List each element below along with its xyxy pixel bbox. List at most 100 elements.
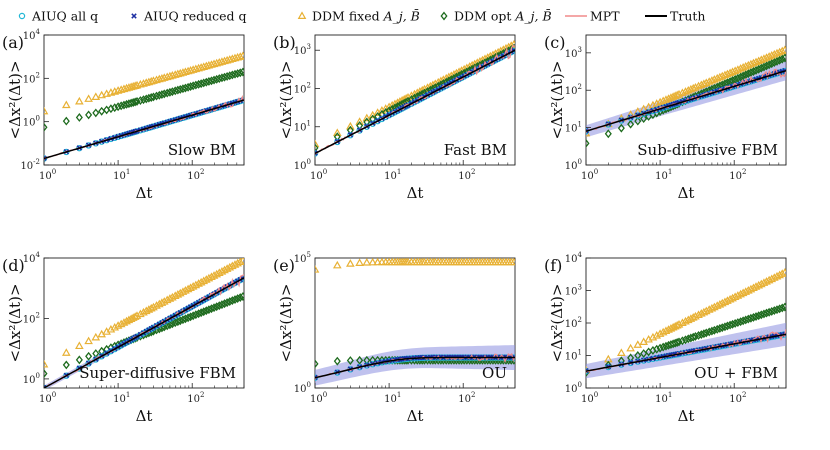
ddm-opt-point [131,97,139,107]
legend-item-ddm_fixed: DDM fixed A_j, B̄ [297,8,420,24]
ddm-fixed-point [655,329,665,337]
legend: AIUQ all q AIUQ reduced q DDM fixed A_j, B… [18,8,705,24]
aiuq-all-point [627,114,634,121]
ddm-opt-point [700,329,708,339]
ddm-opt-point [710,325,718,335]
ddm-fixed-point [235,258,244,266]
panel-label: (f) [544,256,562,275]
panel-title: Sub-diffusive FBM [637,141,778,159]
ddm-opt-point [749,312,758,322]
ddm-opt-point [739,316,747,326]
ddm-opt-point [765,60,773,70]
ddm-opt-point [778,54,786,64]
ddm-fixed-point [168,71,177,79]
series-truth [586,333,786,372]
ddm-fixed-point [91,332,101,341]
ddm-opt-point [236,68,244,78]
ddm-fixed-point [116,85,126,93]
ddm-opt-point [662,341,670,351]
ddm-fixed-point [178,68,188,76]
panel-d: 100 101 102 100 102 104 Δt <Δx²(Δt)> (d) Super-di… [2,251,245,425]
legend-math: A_j, B̄ [514,8,551,23]
ddm-opt-point [737,317,745,327]
ddm-fixed-point [633,340,643,348]
panel-title: Slow BM [168,141,236,159]
ddm-opt-point [197,79,205,89]
ddm-opt-point [346,356,354,365]
ddm-fixed-point [84,94,93,102]
y-axis-label: <Δx²(Δt)> [548,283,566,362]
panel-label: (e) [273,256,295,275]
series-truth [586,69,786,132]
y-tick-label: 104 [23,28,41,42]
ddm-fixed-point [626,343,635,352]
ddm-fixed-point [373,258,382,266]
ddm-fixed-point [777,46,786,55]
ddm-opt-point [136,96,144,105]
legend-label: Truth [670,9,705,24]
ddm-fixed-point [332,260,342,269]
ddm-opt-point [149,92,157,102]
ddm-fixed-point [701,78,711,87]
x-axis-label: Δt [136,184,153,202]
ddm-fixed-point [238,258,244,264]
aiuq-reduced-point [586,128,589,134]
ddm-opt-point [634,116,642,126]
ddm-opt-point [747,313,755,323]
aiuq-all-point [63,372,70,379]
ddm-fixed-point [113,321,123,329]
ddm-opt-point [171,318,179,328]
ddm-fixed-point [136,309,145,318]
ddm-opt-point [640,114,648,124]
ddm-fixed-point [149,76,158,84]
ddm-opt-point [708,326,716,336]
ddm-fixed-point [730,66,740,74]
ddm-fixed-point [362,113,372,122]
ddm-opt-point [187,312,195,322]
x-tick-label: 101 [655,168,672,182]
ddm-fixed-point [165,71,175,80]
ddm-opt-point [333,356,341,366]
ddm-opt-point [239,67,244,77]
ddm-opt-point [617,123,625,133]
ddm-fixed-point [204,60,214,69]
ddm-fixed-point [332,128,342,137]
ddm-fixed-point [113,86,123,94]
aiuq-all-point [85,360,92,367]
y-tick-label: 100 [23,372,40,386]
ddm-opt-point [62,116,70,126]
ddm-opt-point [166,87,174,97]
ddm-fixed-point [61,100,71,109]
panel-title: Fast BM [444,141,507,159]
ddm-fixed-point [733,65,743,73]
ddm-fixed-point [110,322,120,331]
ddm-fixed-point [674,320,684,328]
ddm-opt-point [168,319,176,329]
ddm-fixed-point [162,72,172,81]
ddm-fixed-point [97,90,106,99]
x-axis-label: Δt [678,184,695,202]
ddm-fixed-point [225,55,235,63]
ddm-fixed-point [688,83,698,92]
ddm-opt-point [195,309,203,319]
ddm-opt-point [781,53,786,63]
legend-math: A_j, B̄ [383,8,420,23]
ddm-fixed-point [238,51,244,60]
ddm-opt-point [218,300,226,310]
ddm-opt-point [147,93,155,102]
ddm-opt-point [752,65,760,75]
legend-label: MPT [590,9,620,24]
ddm-opt-point [760,62,768,72]
aiuq-all-point [92,356,99,363]
y-tick-label: 104 [565,251,583,265]
ddm-fixed-point [381,104,391,112]
plot-area [44,51,244,162]
ddm-opt-point [85,351,93,361]
ddm-opt-point [117,101,125,111]
ddm-opt-point [181,83,189,93]
ddm-opt-point [760,309,768,319]
plot-area [315,39,515,157]
ddm-opt-point [755,64,763,74]
ddm-opt-point [44,369,48,379]
panels: 100 101 10210-2100102104Δt<Δx²(Δt)>(a)Slow… [2,28,787,425]
